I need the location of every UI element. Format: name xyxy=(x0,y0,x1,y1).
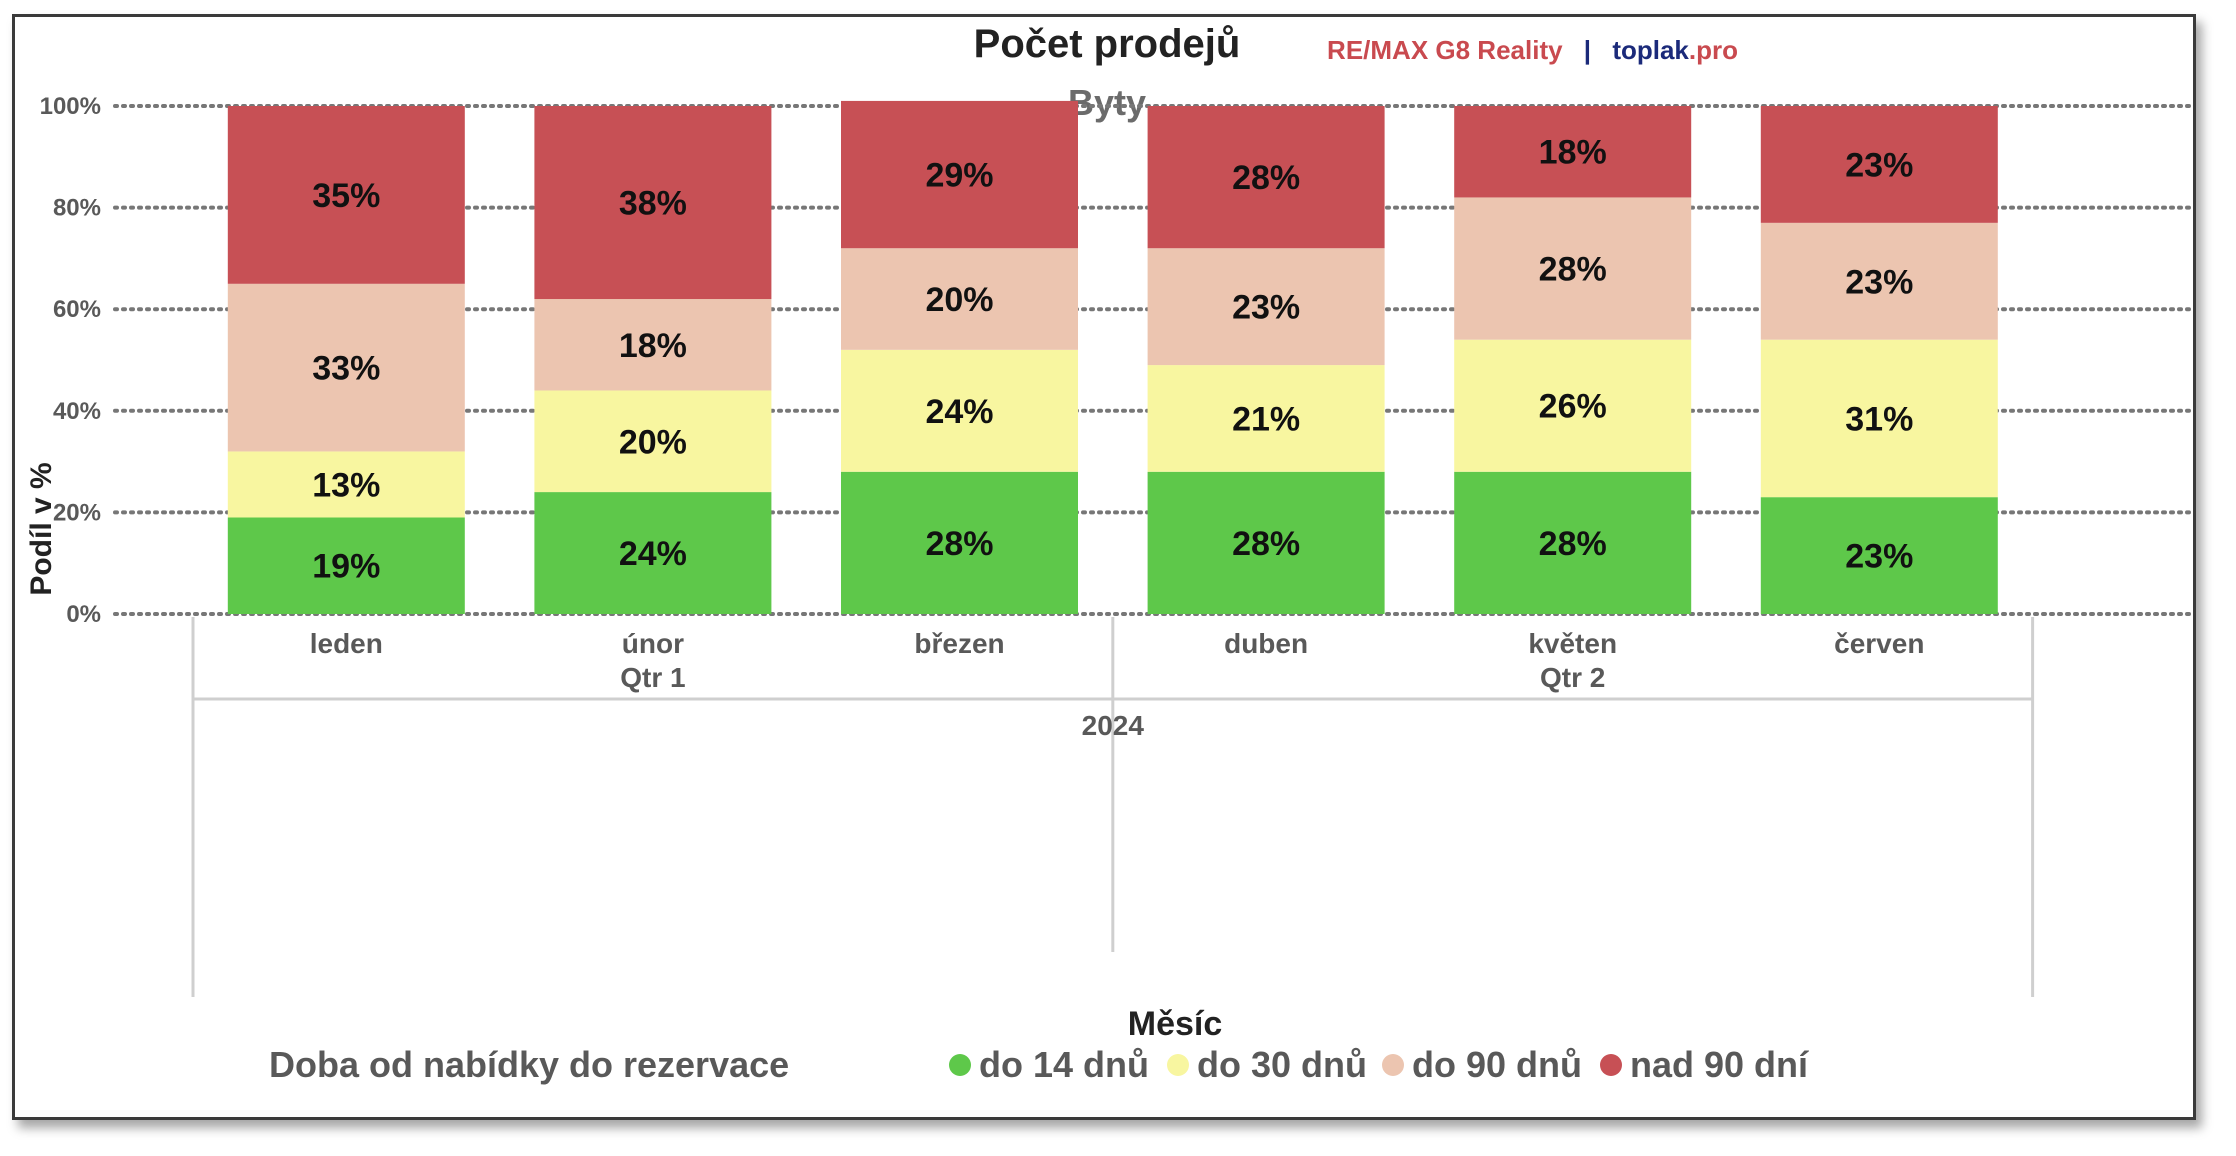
legend-marker xyxy=(1600,1054,1622,1076)
brand-toplak-suffix: .pro xyxy=(1689,35,1738,65)
data-label: 26% xyxy=(1539,388,1607,426)
category-label: červen xyxy=(1834,628,1924,659)
data-label: 23% xyxy=(1845,538,1913,576)
y-tick-label: 40% xyxy=(53,398,101,425)
data-label: 24% xyxy=(925,393,993,431)
bar-segment xyxy=(1454,339,1692,472)
data-label: 21% xyxy=(1232,400,1300,438)
legend-title: Doba od nabídky do rezervace xyxy=(269,1044,789,1085)
legend: Doba od nabídky do rezervace do 14 dnů do … xyxy=(269,1044,1809,1085)
quarter-label: Qtr 1 xyxy=(620,662,685,693)
category-label: březen xyxy=(914,628,1004,659)
category-label: duben xyxy=(1224,628,1308,659)
bar-segment xyxy=(841,248,1078,350)
y-tick-label: 80% xyxy=(53,195,101,222)
category-label: květen xyxy=(1528,628,1617,659)
legend-item: do 30 dnů xyxy=(1197,1044,1367,1085)
data-label: 13% xyxy=(312,466,380,504)
legend-item: do 14 dnů xyxy=(979,1044,1149,1085)
x-axis-title: Měsíc xyxy=(1128,1005,1223,1043)
data-label: 24% xyxy=(619,535,687,573)
brand-remax: RE/MAX G8 Reality xyxy=(1327,35,1563,65)
bar-segment xyxy=(534,492,772,614)
chart-frame: Počet prodejů Byty RE/MAX G8 Reality | t… xyxy=(12,14,2196,1120)
bar-segment xyxy=(1454,197,1692,340)
y-tick-label: 0% xyxy=(66,601,101,628)
bar-segment xyxy=(227,106,465,284)
data-label: 38% xyxy=(619,185,687,223)
bar-segment xyxy=(534,106,772,300)
bar-segment xyxy=(227,517,465,614)
legend-marker xyxy=(1382,1054,1404,1076)
y-tick-label: 20% xyxy=(53,499,101,526)
chart-svg: Počet prodejů Byty RE/MAX G8 Reality | t… xyxy=(25,22,2192,1085)
chart-title: Počet prodejů xyxy=(974,22,1241,66)
quarter-label: Qtr 2 xyxy=(1540,662,1605,693)
x-axis: leden únor březen duben květen červen Qtr 1 Qtr… xyxy=(191,617,2035,997)
data-label: 18% xyxy=(619,327,687,365)
bar-segment xyxy=(534,299,772,391)
data-label: 28% xyxy=(1539,251,1607,289)
bar-segment xyxy=(227,451,465,518)
data-label: 19% xyxy=(312,548,380,586)
chart-subtitle: Byty xyxy=(1068,82,1146,123)
legend-marker xyxy=(949,1054,971,1076)
data-label: 20% xyxy=(619,423,687,461)
bar-segment xyxy=(841,471,1078,614)
data-label: 28% xyxy=(1232,525,1300,563)
data-label: 28% xyxy=(1232,159,1300,197)
category-label: únor xyxy=(622,628,684,659)
category-label: leden xyxy=(310,628,383,659)
bar-segment xyxy=(1760,222,1998,340)
brand-toplak: toplak xyxy=(1612,35,1689,65)
y-axis-ticks: 0% 20% 40% 60% 80% 100% xyxy=(40,93,101,628)
data-label: 28% xyxy=(925,525,993,563)
data-label: 29% xyxy=(925,157,993,195)
data-label: 18% xyxy=(1539,134,1607,172)
brand-separator: | xyxy=(1584,35,1591,65)
data-label: 31% xyxy=(1845,400,1913,438)
brand-logo: RE/MAX G8 Reality | toplak.pro xyxy=(1327,35,1738,65)
legend-marker xyxy=(1167,1054,1189,1076)
bar-segment xyxy=(1147,248,1385,366)
bar-segment xyxy=(1760,106,1998,223)
bar-segment xyxy=(1147,106,1385,249)
legend-item: nad 90 dní xyxy=(1630,1044,1809,1085)
y-tick-label: 100% xyxy=(40,93,101,120)
bar-segment xyxy=(1454,106,1692,198)
data-label: 23% xyxy=(1232,289,1300,327)
data-label: 20% xyxy=(925,281,993,319)
legend-item: do 90 dnů xyxy=(1412,1044,1582,1085)
bar-segment xyxy=(534,390,772,493)
bar-segment xyxy=(1147,471,1385,614)
year-label: 2024 xyxy=(1082,710,1145,741)
bars: 19% 13% 33% 35% 24% 20% 18% 38% 28% 24% 20% 29% 28% 2… xyxy=(227,100,1998,614)
data-label: 23% xyxy=(1845,146,1913,184)
y-axis-title: Podíl v % xyxy=(25,462,58,595)
bar-segment xyxy=(1454,471,1692,614)
bar-segment xyxy=(227,283,465,452)
bar-segment xyxy=(841,100,1078,249)
bar-segment xyxy=(1760,497,1998,614)
data-label: 23% xyxy=(1845,263,1913,301)
bar-segment xyxy=(841,349,1078,472)
bar-segment xyxy=(1760,339,1998,498)
y-tick-label: 60% xyxy=(53,296,101,323)
data-label: 28% xyxy=(1539,525,1607,563)
data-label: 35% xyxy=(312,177,380,215)
bar-segment xyxy=(1147,365,1385,472)
data-label: 33% xyxy=(312,350,380,388)
